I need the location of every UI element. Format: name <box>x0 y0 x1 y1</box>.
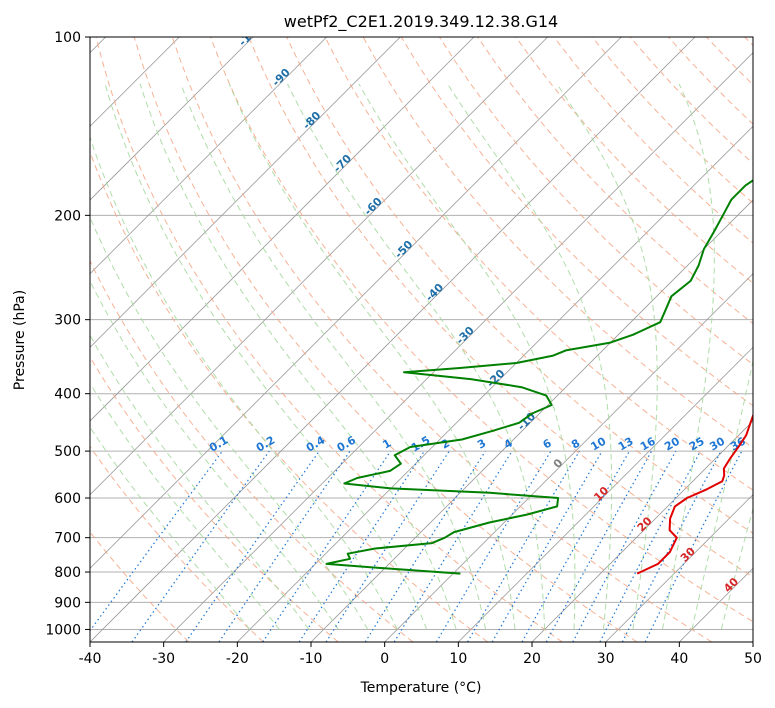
mixing-ratio-line <box>466 450 580 642</box>
y-tick-label: 700 <box>54 531 81 547</box>
dry-adiabat-line <box>95 37 563 642</box>
moist-adiabat-line <box>358 83 576 630</box>
x-tick-label: -40 <box>79 651 102 667</box>
dry-adiabat-line <box>90 259 414 642</box>
dry-adiabat-line <box>90 445 264 642</box>
moist-adiabat-line <box>661 83 715 630</box>
isotherm-line <box>90 37 475 422</box>
x-axis: -40 -30 -20 -10 0 10 20 30 40 50 <box>79 642 762 667</box>
y-tick-label: 1000 <box>45 622 81 638</box>
dry-adiabat-line <box>210 37 753 623</box>
mixing-ratio-line <box>435 450 552 642</box>
moist-adiabat-line <box>90 334 310 630</box>
x-tick-label: -30 <box>152 651 175 667</box>
isotherm-line <box>605 494 753 642</box>
mixing-ratio-line <box>262 450 392 642</box>
moist-adiabat-line <box>139 83 457 630</box>
x-tick-label: 50 <box>744 651 762 667</box>
isotherm-line <box>90 37 548 496</box>
mixing-ratio-line <box>185 450 320 642</box>
x-tick-label: 20 <box>523 651 541 667</box>
moist-adiabat-line <box>287 83 546 630</box>
x-tick-label: 40 <box>670 651 688 667</box>
mixing-ratio-line <box>572 450 677 642</box>
isotherm-label: -100 <box>236 20 265 49</box>
plot-frame <box>89 36 754 643</box>
mixing-ratio-line <box>325 450 450 642</box>
moist-adiabat-line <box>228 83 516 630</box>
sounding-profiles <box>325 179 753 575</box>
x-tick-label: -10 <box>300 651 323 667</box>
temperature-profile <box>636 413 753 575</box>
x-axis-title: Temperature (°C) <box>360 680 482 696</box>
isotherm-line <box>531 420 753 642</box>
dry-adiabat-line <box>286 37 753 534</box>
y-tick-label: 200 <box>54 208 81 224</box>
isotherm-line <box>90 37 622 569</box>
y-tick-label: 500 <box>54 444 81 460</box>
isotherm-line <box>90 37 254 201</box>
y-axis: 100 200 300 400 500 600 700 800 900 1000 <box>45 30 90 638</box>
mixing-ratio-line <box>393 450 513 642</box>
isotherm-line <box>384 273 753 642</box>
x-tick-label: 10 <box>449 651 467 667</box>
dry-adiabat-line <box>171 37 712 642</box>
moist-adiabat-line <box>180 83 487 630</box>
x-tick-label: 0 <box>380 651 389 667</box>
dry-adiabat-line <box>515 37 753 284</box>
isotherm-line <box>458 346 753 642</box>
moist-adiabat-line <box>90 382 280 630</box>
x-tick-label: 30 <box>597 651 615 667</box>
moist-adiabat-line <box>90 135 398 630</box>
chart-title: wetPf2_C2E1.2019.349.12.38.G14 <box>284 12 558 32</box>
isotherm-line <box>163 52 753 642</box>
y-tick-label: 100 <box>54 30 81 46</box>
dewpoint-profile <box>325 179 753 575</box>
isotherm-line <box>237 125 753 642</box>
x-tick-label: -20 <box>226 651 249 667</box>
background-lines <box>90 37 753 642</box>
moist-adiabat-line <box>720 506 753 630</box>
dry-adiabat-line <box>248 37 753 578</box>
moist-adiabat-line <box>90 426 251 630</box>
moist-adiabat-line <box>556 83 658 630</box>
mixing-ratio-line <box>298 450 425 642</box>
mixing-ratio-line <box>599 450 702 642</box>
y-tick-label: 800 <box>54 565 81 581</box>
y-tick-label: 900 <box>54 595 81 611</box>
y-tick-label: 600 <box>54 491 81 507</box>
moist-adiabat-line <box>90 215 369 630</box>
isotherm-line <box>90 37 401 348</box>
y-tick-label: 300 <box>54 313 81 329</box>
mixing-ratio-line <box>218 450 351 642</box>
isotherm-line <box>90 37 327 275</box>
dry-adiabat-line <box>324 37 753 491</box>
y-tick-label: 400 <box>54 387 81 403</box>
mixing-ratio-line <box>364 450 486 642</box>
y-axis-title: Pressure (hPa) <box>12 290 28 390</box>
isotherm-line <box>90 37 696 642</box>
moist-adiabat-line <box>104 83 428 630</box>
moist-adiabat-line <box>447 83 613 630</box>
